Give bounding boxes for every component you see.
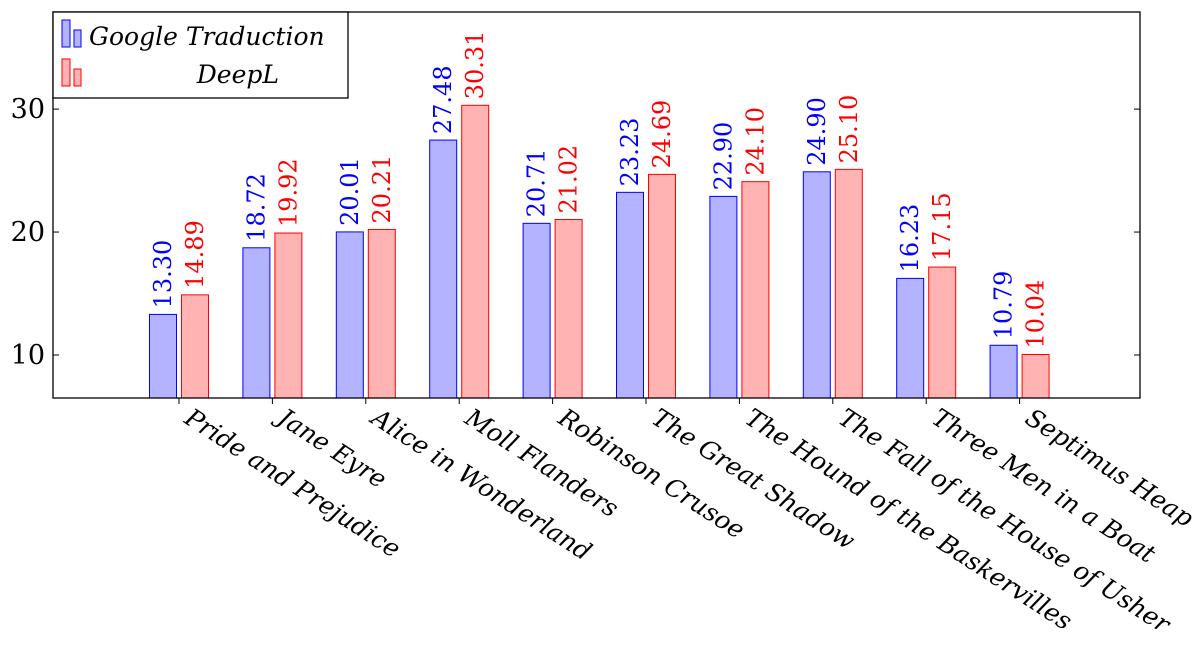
bar-deepl: [1021, 353, 1050, 399]
bar-google: [989, 344, 1018, 399]
legend-item-google: Google Traduction: [61, 19, 325, 51]
bar-deepl: [367, 228, 396, 399]
y-tick-label: 10: [11, 340, 45, 371]
data-label-google: 27.48: [429, 65, 457, 134]
bar-deepl: [461, 104, 490, 399]
bar-deepl: [741, 181, 770, 399]
bar-google: [522, 222, 551, 399]
data-label-deepl: 25.10: [835, 95, 863, 164]
legend-label-google: Google Traduction: [89, 22, 325, 51]
y-tick-label: 30: [11, 94, 45, 125]
legend-swatch-deepl-2: [73, 68, 82, 87]
legend-label-deepl: DeepL: [196, 60, 279, 89]
data-label-deepl: 19.92: [274, 158, 302, 227]
data-label-deepl: 14.89: [181, 220, 209, 289]
y-axis: 10 20 30: [11, 94, 1140, 371]
data-label-deepl: 24.10: [741, 107, 769, 176]
data-label-deepl: 10.04: [1022, 280, 1050, 349]
data-label-google: 22.90: [709, 122, 737, 191]
data-label-deepl: 21.02: [555, 145, 583, 214]
legend-swatch-deepl: [61, 58, 71, 87]
bar-google: [896, 277, 925, 399]
bar-deepl: [928, 266, 957, 399]
data-label-google: 20.01: [336, 157, 364, 226]
chart-marks: 13.30 14.89 18.72 19.92 20.01 20.21 27.4830.31…: [149, 31, 1050, 399]
data-label-google: 23.23: [616, 118, 644, 187]
data-label-deepl: 20.21: [368, 155, 396, 224]
legend-item-deepl: DeepL: [61, 58, 279, 89]
bar-google: [429, 139, 458, 399]
data-label-deepl: 24.69: [648, 100, 676, 169]
bar-google: [709, 195, 738, 399]
bar-deepl: [554, 219, 583, 399]
bar-google: [616, 191, 644, 399]
data-label-google: 18.72: [242, 173, 270, 242]
bar-deepl: [274, 232, 303, 399]
y-tick-label: 20: [11, 217, 45, 248]
bar-google: [242, 247, 271, 399]
data-label-google: 16.23: [896, 204, 924, 273]
legend-box: [52, 11, 349, 99]
bar-deepl: [834, 168, 863, 399]
data-label-deepl: 30.31: [461, 31, 489, 100]
bar-deepl: [181, 294, 209, 399]
data-label-google: 10.79: [990, 271, 1018, 340]
bar-google: [802, 171, 831, 399]
legend-swatch-google: [61, 19, 71, 48]
data-label-deepl: 17.15: [928, 192, 956, 261]
legend: Google Traduction DeepL: [52, 11, 349, 99]
plot-frame: [52, 11, 1141, 399]
data-label-google: 13.30: [149, 240, 177, 309]
data-label-google: 20.71: [523, 149, 551, 218]
bar-google: [149, 313, 177, 399]
bar-google: [335, 231, 364, 399]
legend-swatch-google-2: [73, 29, 82, 48]
bar-deepl: [648, 173, 676, 399]
data-label-google: 24.90: [803, 97, 831, 166]
